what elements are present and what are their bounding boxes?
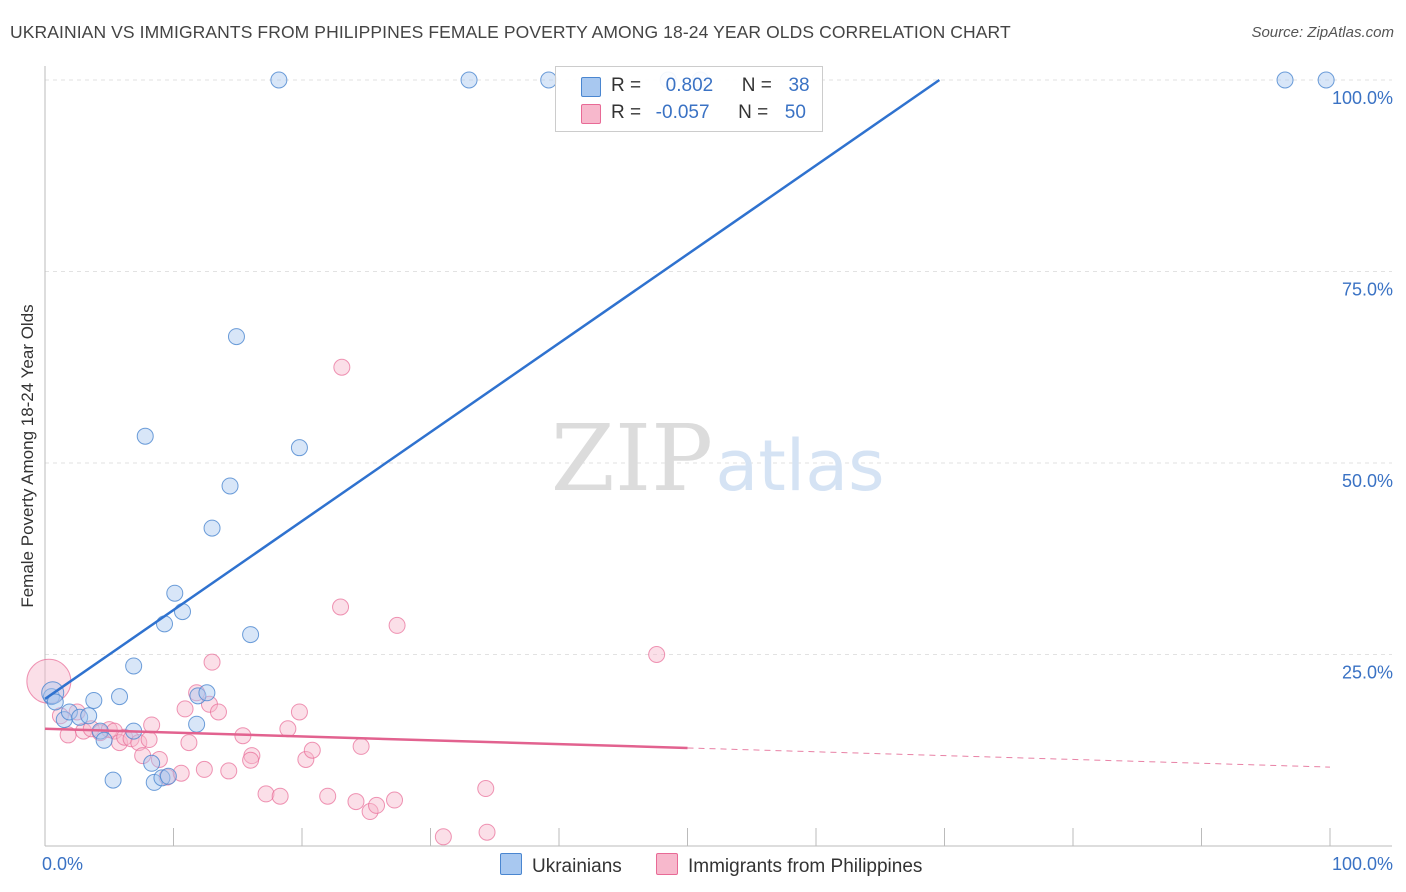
data-point-philippines xyxy=(386,791,404,809)
data-point-philippines xyxy=(180,734,198,752)
x-tick-label: 0.0% xyxy=(42,854,83,874)
data-point-philippines xyxy=(352,737,370,755)
data-point-philippines xyxy=(368,796,386,814)
data-point-philippines xyxy=(297,750,315,768)
data-point-ukrainians xyxy=(80,707,98,725)
series-ukrainians xyxy=(41,71,1335,791)
data-point-ukrainians xyxy=(104,771,122,789)
data-point-ukrainians xyxy=(270,71,288,89)
data-point-ukrainians xyxy=(85,691,103,709)
data-point-ukrainians xyxy=(198,684,216,702)
y-tick-label: 100.0% xyxy=(1332,88,1393,108)
data-point-philippines xyxy=(279,720,297,738)
data-point-philippines xyxy=(150,750,168,768)
data-point-philippines xyxy=(290,703,308,721)
data-point-ukrainians xyxy=(60,703,78,721)
bottom-legend-label-ukrainians: Ukrainians xyxy=(532,856,622,877)
data-point-philippines xyxy=(333,358,351,376)
data-point-ukrainians xyxy=(46,693,64,711)
bottom-legend-swatch-ukrainians xyxy=(500,853,522,875)
data-point-ukrainians xyxy=(153,769,171,787)
legend-swatch-ukrainians xyxy=(581,77,601,97)
data-point-ukrainians xyxy=(159,767,177,785)
data-point-ukrainians xyxy=(111,688,129,706)
legend-n-label: N = xyxy=(741,75,772,96)
data-point-philippines xyxy=(176,700,194,718)
tick-labels: 25.0% 50.0% 75.0% 100.0% 0.0% 100.0% xyxy=(42,88,1393,874)
legend-r-value: 0.802 xyxy=(665,75,714,96)
data-point-ukrainians xyxy=(188,715,206,733)
data-point-ukrainians xyxy=(136,427,154,445)
y-tick-label: 25.0% xyxy=(1342,663,1393,683)
bottom-legend-philippines: Immigrants from Philippines xyxy=(656,853,922,878)
data-point-philippines xyxy=(303,741,321,759)
data-point-philippines xyxy=(172,764,190,782)
legend-r-label: R = xyxy=(611,102,642,123)
data-point-ukrainians xyxy=(460,71,478,89)
data-point-philippines xyxy=(195,760,213,778)
data-point-philippines xyxy=(434,828,452,846)
source-label: Source: ZipAtlas.com xyxy=(1251,24,1394,41)
y-tick-label: 50.0% xyxy=(1342,471,1393,491)
data-point-philippines xyxy=(319,787,337,805)
data-point-philippines xyxy=(242,751,260,769)
trend-line-ukrainians xyxy=(44,78,941,700)
y-axis-label: Female Poverty Among 18-24 Year Olds xyxy=(18,304,37,608)
trend-line-philippines-extension xyxy=(687,747,1331,768)
trend-line-philippines xyxy=(44,727,688,750)
legend: R = 0.802 N = 38 R = -0.057 N = 50 xyxy=(555,66,823,132)
bottom-legend-ukrainians: Ukrainians xyxy=(500,853,622,878)
legend-r-label: R = xyxy=(611,75,642,96)
bottom-legend-swatch-philippines xyxy=(656,853,678,875)
grid xyxy=(45,79,1392,655)
legend-swatch-philippines xyxy=(581,104,601,124)
bottom-legend-label-philippines: Immigrants from Philippines xyxy=(688,856,923,877)
x-tick-label: 100.0% xyxy=(1332,854,1393,874)
data-point-ukrainians xyxy=(221,477,239,495)
axes xyxy=(44,66,1392,847)
data-point-philippines xyxy=(332,598,350,616)
data-point-ukrainians xyxy=(173,603,191,621)
data-point-philippines xyxy=(388,616,406,634)
data-point-philippines xyxy=(220,762,238,780)
data-point-ukrainians xyxy=(227,328,245,346)
y-tick-label: 75.0% xyxy=(1342,280,1393,300)
data-point-ukrainians xyxy=(143,754,161,772)
watermark-atlas: atlas xyxy=(715,425,884,507)
data-point-philippines xyxy=(648,646,666,663)
data-point-philippines xyxy=(347,793,365,811)
data-point-philippines xyxy=(158,768,176,786)
data-point-ukrainians xyxy=(166,584,184,602)
data-point-ukrainians xyxy=(203,519,221,537)
legend-n-value: 38 xyxy=(788,75,810,96)
legend-n-value: 50 xyxy=(784,102,806,123)
trend-lines xyxy=(44,78,1331,768)
data-point-philippines xyxy=(209,703,227,721)
data-point-philippines xyxy=(140,731,158,749)
data-point-ukrainians xyxy=(290,439,308,457)
data-point-ukrainians xyxy=(156,615,174,633)
data-point-ukrainians xyxy=(95,731,113,749)
data-point-philippines xyxy=(257,785,275,803)
data-point-ukrainians xyxy=(125,657,143,675)
data-point-philippines xyxy=(477,780,495,798)
chart-title: UKRAINIAN VS IMMIGRANTS FROM PHILIPPINES… xyxy=(10,22,1011,42)
legend-r-value: -0.057 xyxy=(655,102,710,123)
data-point-philippines xyxy=(361,803,379,821)
data-point-ukrainians xyxy=(242,626,260,644)
data-point-ukrainians xyxy=(189,687,207,705)
series-philippines xyxy=(26,358,666,846)
watermark-zip: ZIP xyxy=(551,405,713,512)
data-point-philippines xyxy=(271,787,289,805)
data-point-philippines xyxy=(203,653,221,671)
data-point-ukrainians xyxy=(1276,71,1294,89)
legend-n-label: N = xyxy=(738,102,769,123)
data-point-ukrainians xyxy=(71,708,89,726)
data-point-philippines xyxy=(478,823,496,841)
data-point-ukrainians xyxy=(1317,71,1335,89)
